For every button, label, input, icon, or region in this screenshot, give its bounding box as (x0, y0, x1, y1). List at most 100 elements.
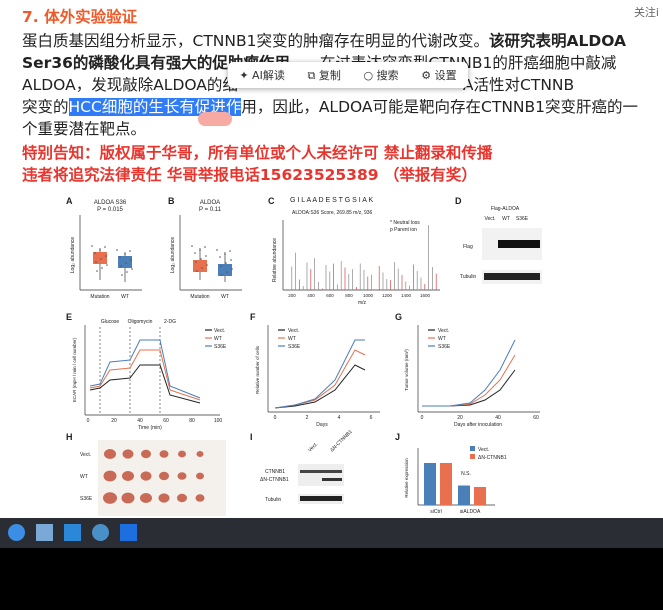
fig-text: 200 (288, 293, 296, 298)
fig-text: 1400 (401, 293, 412, 298)
fig-text: m/z (358, 300, 367, 306)
fig-text: 20 (111, 418, 117, 424)
fig-text: Log₂ abundance (170, 237, 176, 274)
fig-text: ALDOA (200, 200, 220, 206)
fig-dot (205, 255, 207, 257)
fig-shape (218, 264, 232, 276)
notice: 特别告知：版权属于华哥，所有单位或个人未经许可 禁止翻录和传播 (22, 144, 493, 162)
app-icon[interactable] (8, 524, 25, 541)
fig-text: 20 (457, 415, 463, 421)
fig-text: 400 (307, 293, 315, 298)
app-icon[interactable] (92, 524, 109, 541)
fig-dot (105, 255, 107, 257)
fig-dot (200, 258, 202, 260)
fig-text: B (168, 196, 175, 206)
label: 搜索 (376, 69, 399, 82)
fig-shape (93, 252, 107, 264)
tumor (140, 493, 152, 503)
toolbar-button[interactable]: ⧉ 复制 (307, 69, 341, 82)
toolbar-button[interactable]: ○ 搜索 (363, 69, 399, 82)
fig-curve (89, 339, 201, 399)
fig-dot (201, 267, 203, 269)
fig-curve (422, 369, 516, 407)
fig-text: G I L A A D E S T G S I A K (290, 197, 373, 204)
fig-dot (224, 253, 226, 255)
fig-dot (226, 271, 228, 273)
fig-shape (193, 260, 207, 272)
text: 突变的 (22, 98, 69, 116)
app-icon[interactable] (64, 524, 81, 541)
fig-text: Mutation (190, 294, 209, 300)
fig-dot (206, 264, 208, 266)
fig-text: Relative expression (404, 458, 409, 498)
tumor (158, 493, 170, 503)
fig-dot (121, 274, 123, 276)
follow-button[interactable]: 关注i (633, 6, 659, 19)
text: Ser36的磷酸化具有强大的促肿瘤作用 (22, 54, 290, 72)
fig-dot (96, 270, 98, 272)
fig-text: Vect. (478, 447, 489, 453)
fig-text: Vect. (80, 452, 91, 458)
tumor (159, 471, 169, 481)
fig-text: WT (502, 216, 510, 222)
toolbar-button[interactable]: ⚙ 设置 (421, 69, 457, 82)
fig-text: WT (80, 474, 88, 480)
fig-dot (196, 270, 198, 272)
heading: 7. 体外实验验证 (22, 8, 138, 26)
tumor (141, 449, 151, 459)
fig-dot (199, 249, 201, 251)
fig-dot (220, 265, 222, 267)
fig-text: S36E (214, 344, 227, 350)
fig-text: G (395, 312, 402, 322)
tumor (178, 450, 186, 458)
tumor (103, 470, 117, 482)
fig-text: P = 0.11 (199, 207, 222, 213)
fig-dot (129, 250, 131, 252)
fig-text: siCtrl (430, 509, 441, 515)
fig-text: 80 (189, 418, 195, 424)
fig-dot (94, 252, 96, 254)
text: 个重要潜在靶点。 (22, 120, 147, 138)
fig-text: 600 (326, 293, 334, 298)
fig-text: ΔN-CTNNB1 (260, 477, 289, 483)
tumor (140, 471, 152, 481)
fig-curve (422, 354, 516, 407)
fig-text: 2 (306, 415, 309, 421)
fig-text: 4 (338, 415, 341, 421)
fig-dot (219, 256, 221, 258)
fig-text: Mutation (90, 294, 109, 300)
fig-text: Oligomycin (128, 319, 153, 325)
fig-text: D (455, 196, 462, 206)
bar (458, 485, 470, 505)
fig-text: P = 0.015 (97, 207, 123, 213)
fig-dot (101, 267, 103, 269)
toolbar-button[interactable]: ✦ AI解读 (239, 69, 285, 82)
text: 用，因此，ALDOA可能是靶向存在CTNNB1突变肝癌的一 (241, 98, 639, 116)
note-pill[interactable] (198, 112, 232, 126)
tumor (195, 494, 205, 502)
text-line: 个重要潜在靶点。 (22, 118, 146, 140)
tumor (122, 471, 134, 481)
text-line: 突变的HCC细胞的生长有促进作用，因此，ALDOA可能是靶向存在CTNNB1突变… (22, 96, 638, 118)
fig-text: 60 (533, 415, 539, 421)
fig-shape (470, 446, 475, 451)
fig-shape (498, 240, 540, 248)
fig-text: WT (288, 336, 296, 342)
fig-text: ΔN-CTNNB1 (329, 429, 354, 454)
fig-dot (216, 249, 218, 251)
bar (474, 487, 486, 505)
notice: 违者将追究法律责任 华哥举报电话15623525389 （举报有奖） (22, 166, 477, 184)
fig-text: Relative abundance (272, 238, 278, 282)
fig-text: ALDOA S36 (94, 200, 127, 206)
fig-shape (118, 256, 132, 268)
app-icon[interactable] (120, 524, 137, 541)
fig-text: WT (221, 294, 229, 300)
highlight[interactable]: HCC细胞的生长有促进作 (68, 98, 242, 116)
fig-dot (125, 262, 127, 264)
app-icon[interactable] (36, 524, 53, 541)
selection-toolbar: ✦ AI解读 ⧉ 复制 ○ 搜索 ⚙ 设置 (228, 62, 468, 88)
fig-dot (119, 256, 121, 258)
fig-text: 40 (137, 418, 143, 424)
fig-text: 1600 (420, 293, 431, 298)
